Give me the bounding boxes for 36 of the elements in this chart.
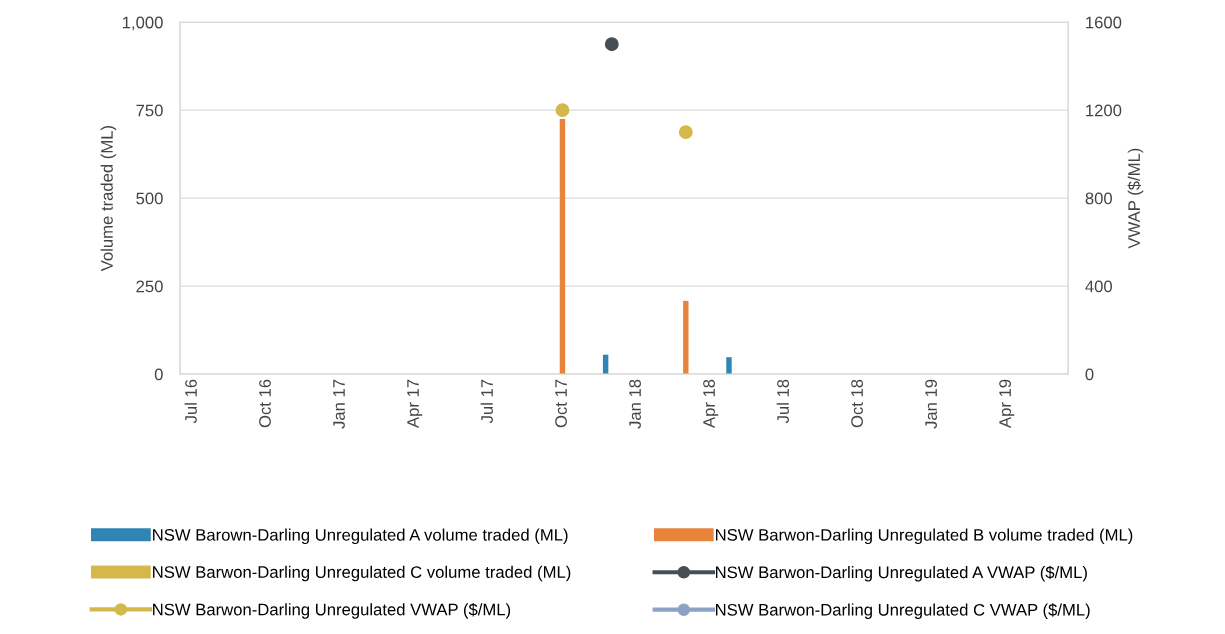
y2-tick-label: 1600 (1086, 16, 1122, 29)
y-axis-title: Volume traded (ML) (100, 125, 117, 272)
bar (683, 300, 689, 375)
y-tick-label: 250 (136, 280, 163, 293)
x-tick-label: Jul 17 (480, 379, 493, 424)
point (604, 37, 619, 52)
y2-tick-label: 1200 (1086, 104, 1122, 117)
x-tick-label: Jul 16 (184, 379, 197, 424)
x-tick-label: Jan 18 (629, 379, 641, 429)
point (555, 103, 570, 118)
legend-label: NSW Barwon-Darling Unregulated VWAP ($/ML) (153, 602, 511, 619)
x-tick-label: Apr 19 (999, 379, 1015, 428)
y-tick-label: 500 (136, 192, 163, 205)
x-tick-label: Jul 18 (776, 379, 789, 424)
x-tick-label: Oct 18 (851, 379, 863, 428)
x-tick-label: Jan 19 (925, 379, 937, 429)
y-tick-label: 750 (136, 104, 163, 117)
legend-label: NSW Barwon-Darling Unregulated B volume traded (ML) (715, 528, 1133, 545)
y-tick-label: 1,000 (122, 16, 163, 31)
x-tick-label: Oct 16 (259, 379, 271, 428)
x-tick-label: Oct 17 (555, 379, 567, 428)
x-tick-label: Jan 17 (333, 379, 345, 429)
legend-label: NSW Barown-Darling Unregulated A volume traded (ML) (153, 528, 568, 545)
bar (726, 357, 732, 375)
y2-tick-label: 0 (1085, 368, 1094, 381)
legend-label: NSW Barwon-Darling Unregulated C VWAP ($/ML) (715, 603, 1090, 619)
legend-label: NSW Barwon-Darling Unregulated A VWAP ($/ML) (715, 565, 1087, 582)
y2-tick-label: 800 (1085, 192, 1113, 205)
y2-axis-title: VWAP ($/ML) (1127, 148, 1144, 249)
point (678, 125, 693, 140)
y-tick-label: 0 (154, 368, 163, 381)
legend-label: NSW Barwon-Darling Unregulated C volume traded (ML) (153, 565, 571, 582)
x-tick-label: Apr 17 (407, 379, 423, 428)
bar (559, 118, 566, 375)
y2-tick-label: 400 (1085, 280, 1113, 293)
x-tick-label: Apr 18 (703, 379, 719, 428)
